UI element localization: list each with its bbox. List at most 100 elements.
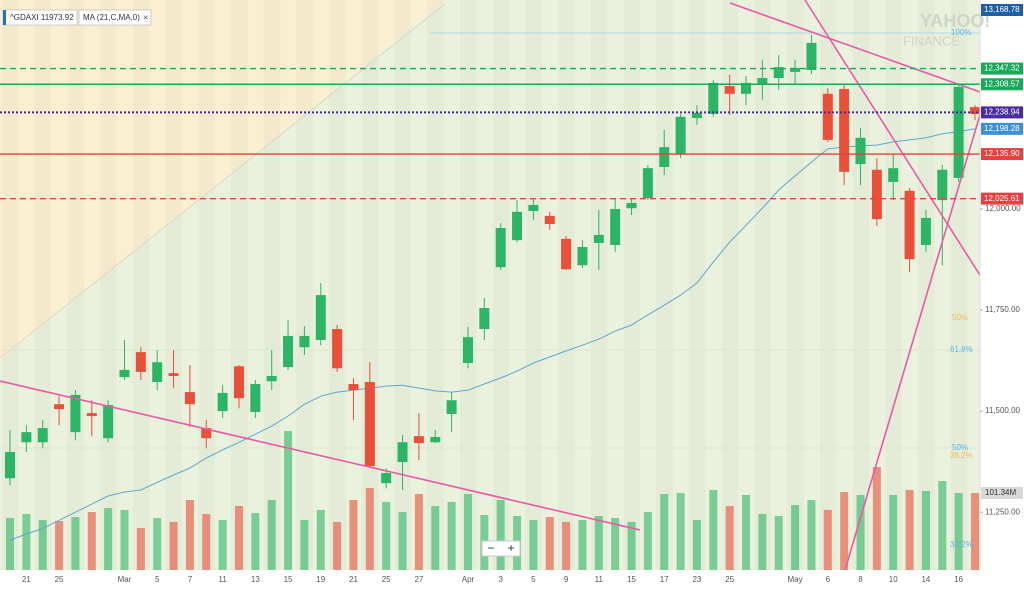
candle-body (348, 384, 359, 391)
fib-label: 38.2% (950, 451, 973, 460)
candle-body (462, 337, 473, 364)
axis-layer: 12,347.32 12,308.57 12,238.94 12,135.90 12,0… (22, 4, 1023, 584)
volume-bar (807, 500, 816, 570)
volume-bar (562, 521, 571, 570)
candle-body (953, 86, 964, 178)
volume-bar (365, 487, 374, 570)
zoom-in[interactable]: + (507, 541, 514, 555)
x-tick-label: 10 (889, 575, 898, 584)
candle-body (5, 451, 15, 479)
volume-bar (889, 494, 898, 570)
candle-body (168, 373, 179, 376)
candle-body (839, 88, 850, 172)
ma-label-box (981, 122, 1023, 135)
volume-bar (333, 521, 342, 570)
volume-bar (496, 500, 505, 570)
candle-body (135, 352, 146, 372)
x-tick-label: 11 (218, 575, 227, 584)
top-label: 13,168.78 (984, 5, 1020, 14)
x-tick-label: 19 (316, 575, 325, 584)
candle-body (577, 247, 588, 266)
volume-bar (382, 501, 391, 570)
watermark: YAHOO! (920, 11, 990, 31)
y-tick-label: 11,250.00 (985, 507, 1021, 516)
candle-body (332, 329, 343, 369)
level-label-box (981, 78, 1023, 91)
candle-body (430, 437, 441, 443)
candle-body (757, 78, 768, 85)
legend-close[interactable]: × (143, 12, 148, 22)
legend-chip[interactable] (78, 9, 152, 26)
volume-bar (87, 512, 96, 570)
x-tick-label: 21 (349, 575, 358, 584)
level-label-box (981, 62, 1023, 75)
candle-body (593, 234, 604, 243)
volume-bar (169, 521, 178, 570)
volume-bar (578, 519, 587, 570)
candle-body (790, 67, 801, 72)
fib-label: 50% (952, 443, 968, 452)
volume-bar (676, 493, 685, 570)
y-tick-label: 12,000.00 (985, 204, 1021, 213)
candle-body (561, 238, 572, 270)
volume-bar (823, 509, 832, 570)
candle-body (184, 392, 195, 405)
x-tick-label: 5 (531, 575, 536, 584)
volume-bar (153, 518, 162, 570)
volume-bar (398, 512, 407, 570)
volume-bar (627, 521, 636, 570)
volume-bar (38, 519, 47, 570)
x-tick-label: 9 (564, 575, 569, 584)
legend-swatch (3, 10, 6, 25)
candle-body (741, 82, 752, 94)
x-tick-label: 14 (921, 575, 930, 584)
volume-bar (774, 515, 783, 570)
top-label-box (981, 4, 1023, 16)
candle-body (512, 211, 523, 241)
zoom-out[interactable]: − (487, 541, 494, 555)
candle-body (937, 169, 948, 201)
candle-body (626, 202, 637, 209)
volume-bar (840, 492, 849, 570)
x-tick-label: 23 (692, 575, 701, 584)
volume-bar (284, 430, 293, 570)
candle-body (299, 335, 310, 348)
watermark: FINANCE (903, 33, 960, 48)
candle-body (528, 204, 539, 212)
legend-title: ^GDAXI 11973.92 (10, 13, 74, 22)
x-tick-label: 3 (498, 575, 503, 584)
volume-bar (725, 506, 734, 570)
x-tick-label: 16 (954, 575, 963, 584)
candle-body (855, 137, 866, 165)
volume-bar (431, 506, 440, 570)
time-axis (0, 570, 980, 590)
x-tick-label: 21 (22, 575, 31, 584)
volume-bar (71, 517, 80, 570)
level-label: 12,347.32 (984, 64, 1020, 73)
candle-body (544, 215, 555, 224)
y-tick-label: 11,500.00 (985, 406, 1021, 415)
x-tick-label: 27 (414, 575, 423, 584)
volume-bar (185, 500, 194, 570)
legend-ma: MA (21,C,MA,0) (83, 13, 140, 22)
candle-body (773, 67, 784, 79)
volume-bar (447, 501, 456, 570)
volume-bar (545, 517, 554, 570)
candle-body (54, 404, 65, 410)
volume-bar (938, 481, 947, 570)
candle-body (904, 190, 915, 260)
fib-label: 61.8% (950, 345, 973, 354)
volume-bar (611, 518, 620, 570)
x-tick-label: 15 (627, 575, 636, 584)
level-label: 12,238.94 (984, 108, 1020, 117)
candle-body (152, 362, 163, 383)
trend-line (0, 380, 641, 531)
candle-body (119, 369, 130, 378)
candle-body (806, 42, 817, 70)
level-label: 12,308.57 (984, 79, 1020, 88)
volume-bar (594, 515, 603, 570)
volume-bar (856, 494, 865, 570)
x-tick-label: Mar (118, 575, 132, 584)
candle-body (675, 116, 686, 155)
